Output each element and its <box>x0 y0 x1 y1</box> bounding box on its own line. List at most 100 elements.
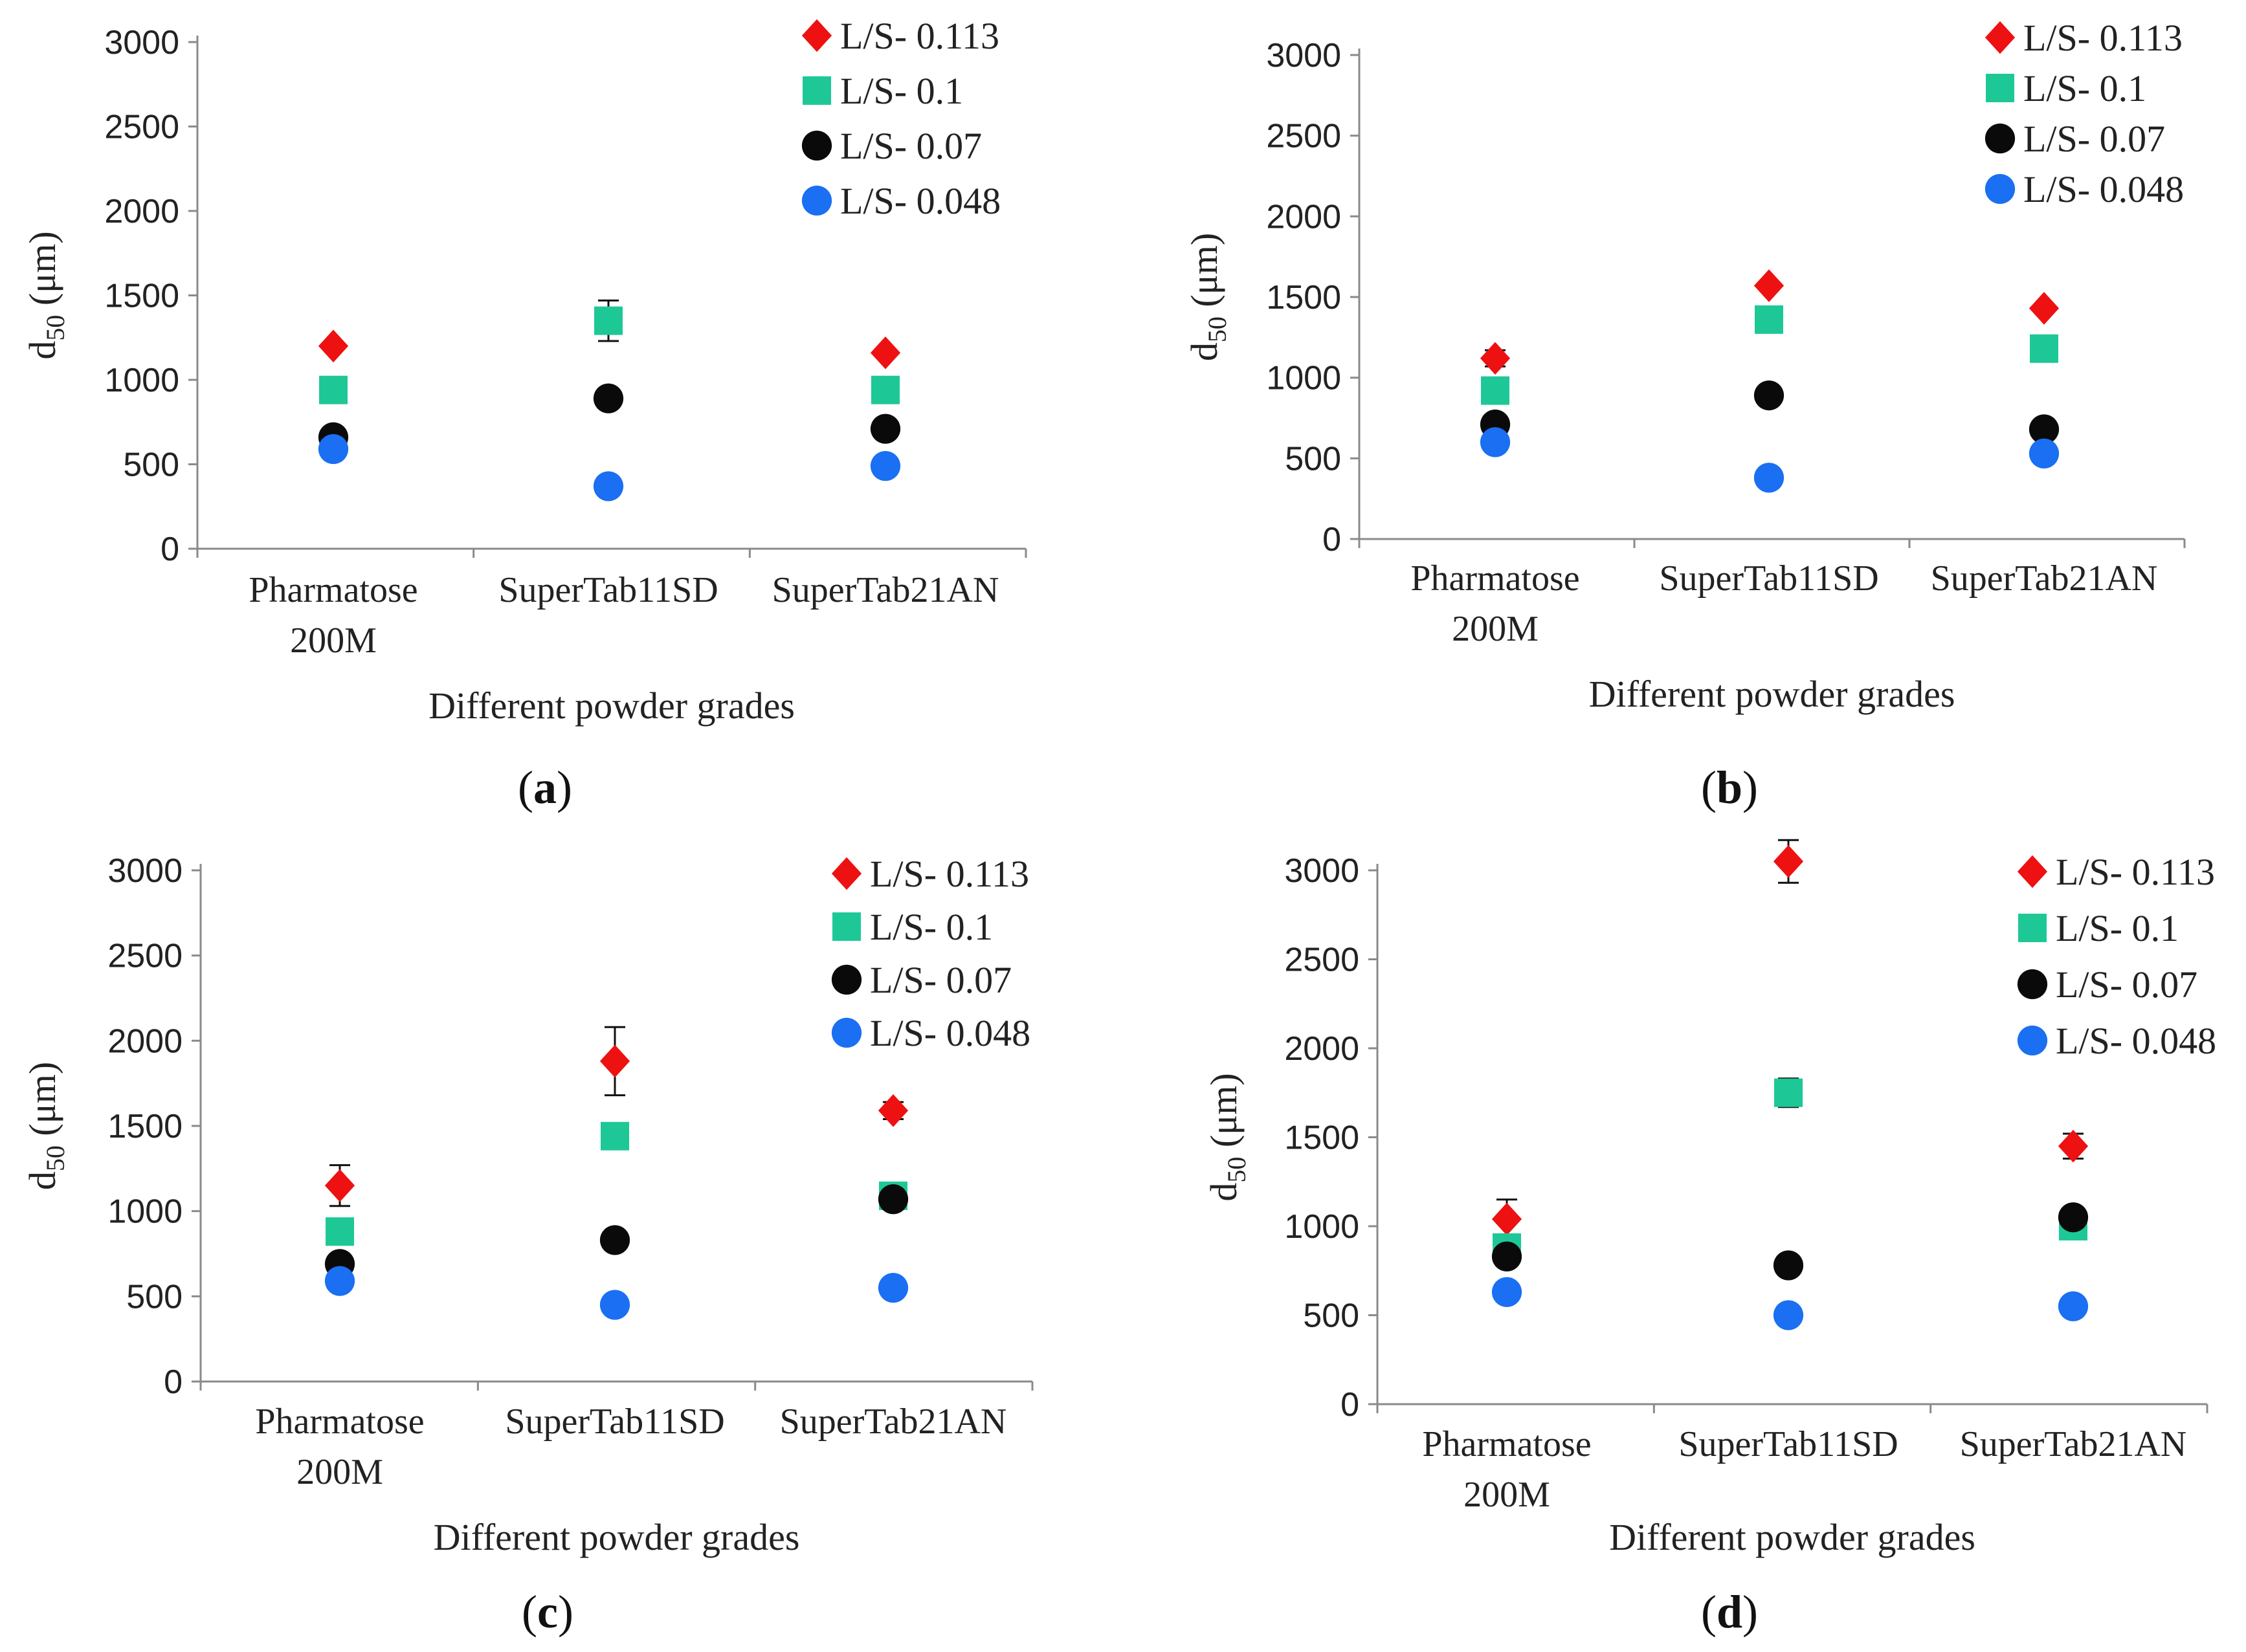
y-tick-label: 2500 <box>104 109 179 146</box>
data-point <box>1773 1300 1804 1330</box>
data-point <box>870 451 901 481</box>
y-tick-label: 0 <box>164 1363 183 1401</box>
x-axis-title: Different powder grades <box>1609 1516 1975 1558</box>
legend-marker <box>1986 74 2014 102</box>
data-point <box>870 413 901 444</box>
x-category-label: SuperTab11SD <box>1659 558 1878 599</box>
y-tick-label: 0 <box>1340 1386 1359 1424</box>
legend-marker <box>831 857 862 890</box>
data-point <box>1480 342 1511 375</box>
y-tick-label: 2000 <box>107 1022 183 1060</box>
y-tick-label: 3000 <box>1266 37 1341 74</box>
x-category-label: SuperTab21AN <box>1960 1424 2187 1464</box>
data-point <box>1491 1277 1522 1307</box>
y-tick-label: 2000 <box>1266 198 1341 236</box>
data-point <box>318 329 349 363</box>
panel-label-d-close: ) <box>1742 1586 1758 1638</box>
panel-label-d-letter: d <box>1716 1586 1743 1638</box>
data-point <box>2029 414 2060 445</box>
data-point <box>1755 305 1783 334</box>
panel-label-a-close: ) <box>557 762 572 813</box>
data-point <box>1491 1241 1522 1272</box>
legend-label: L/S- 0.113 <box>840 15 999 57</box>
x-category-label: SuperTab21AN <box>772 570 999 610</box>
legend-label: L/S- 0.113 <box>870 853 1029 895</box>
x-axis-title: Different powder grades <box>428 685 795 727</box>
x-category-label: 200M <box>1463 1475 1550 1515</box>
legend-label: L/S- 0.048 <box>2056 1020 2216 1062</box>
y-tick-label: 1000 <box>107 1193 183 1231</box>
legend-marker <box>2017 1025 2048 1056</box>
legend-marker <box>831 964 862 995</box>
x-category-label: Pharmatose <box>249 570 417 610</box>
x-category-label: Pharmatose <box>1422 1424 1591 1464</box>
y-tick-label: 2000 <box>1284 1030 1359 1068</box>
legend-marker <box>832 912 861 941</box>
legend-label: L/S- 0.1 <box>2023 67 2146 109</box>
legend-marker <box>1985 173 2016 204</box>
panel-label-c: (c) <box>483 1585 612 1639</box>
data-point <box>878 1273 909 1303</box>
legend-label: L/S- 0.113 <box>2023 17 2183 59</box>
data-point <box>599 1290 630 1320</box>
legend-label: L/S- 0.1 <box>2056 907 2179 949</box>
data-point <box>1491 1202 1522 1236</box>
y-tick-label: 1500 <box>1266 279 1341 316</box>
y-tick-label: 500 <box>1285 440 1341 478</box>
legend-marker <box>2017 969 2048 1000</box>
legend-label: L/S- 0.07 <box>870 959 1012 1001</box>
legend-marker <box>831 1017 862 1048</box>
y-tick-label: 2000 <box>104 193 179 230</box>
chart-panel-b: 0 500 1000 1500 2000 2500 3000 Pharmatose 200M Su… <box>1183 17 2186 715</box>
data-point <box>1773 844 1804 878</box>
legend-marker <box>801 19 832 52</box>
data-point <box>1481 376 1509 405</box>
data-point <box>599 1044 630 1078</box>
data-point <box>1480 427 1511 457</box>
y-tick-label: 3000 <box>107 852 183 890</box>
data-point <box>319 375 348 404</box>
x-category-label: Pharmatose <box>255 1402 424 1442</box>
y-tick-label: 2500 <box>1284 942 1359 979</box>
x-axis-title: Different powder grades <box>434 1516 800 1558</box>
data-point <box>599 1225 630 1255</box>
data-point <box>593 383 624 413</box>
data-point <box>594 306 623 335</box>
legend-marker <box>801 130 832 161</box>
data-point <box>2058 1129 2089 1163</box>
chart-panel-d: 0 500 1000 1500 2000 2500 3000 Pharmatose 200M Su… <box>1203 839 2216 1558</box>
x-category-label: 200M <box>296 1452 383 1492</box>
panel-label-d-open: ( <box>1700 1586 1717 1638</box>
legend-marker <box>1985 123 2016 154</box>
data-point <box>2030 334 2058 363</box>
y-tick-label: 500 <box>123 446 179 484</box>
data-point <box>318 434 349 465</box>
data-point <box>870 336 901 369</box>
legend-label: L/S- 0.048 <box>840 180 1001 222</box>
data-point <box>2029 438 2060 468</box>
data-point <box>601 1121 629 1151</box>
x-category-label: 200M <box>290 621 377 661</box>
data-point <box>324 1169 355 1202</box>
data-point <box>2058 1291 2089 1321</box>
legend-label: L/S- 0.07 <box>2056 964 2197 1006</box>
y-tick-label: 1500 <box>1284 1119 1359 1157</box>
data-point <box>1753 380 1785 411</box>
legend-marker <box>2018 914 2047 942</box>
y-tick-label: 2500 <box>107 938 183 975</box>
panel-label-b-letter: b <box>1716 762 1743 813</box>
data-point <box>1774 1078 1803 1107</box>
y-tick-label: 1000 <box>1284 1208 1359 1246</box>
legend-marker <box>801 185 832 216</box>
panel-label-d: (d) <box>1665 1585 1794 1639</box>
data-point <box>324 1266 355 1296</box>
panel-label-a-open: ( <box>518 762 533 813</box>
y-tick-label: 500 <box>1303 1297 1359 1335</box>
data-point <box>878 1094 909 1127</box>
legend-marker <box>1985 21 2016 54</box>
panel-label-c-close: ) <box>557 1586 573 1638</box>
y-tick-label: 1000 <box>104 362 179 399</box>
legend-label: L/S- 0.048 <box>2023 168 2184 210</box>
data-point <box>1753 463 1785 493</box>
